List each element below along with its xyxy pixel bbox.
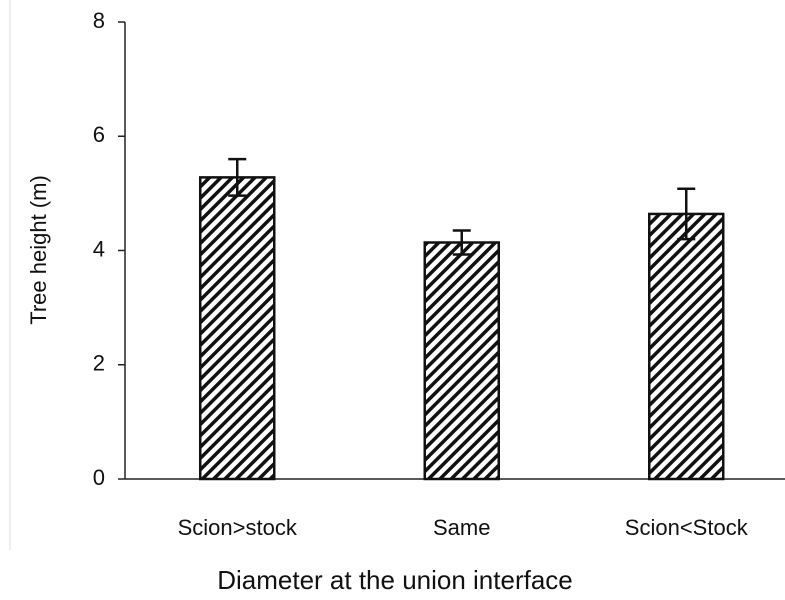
y-tick-label: 6: [93, 122, 105, 147]
y-tick-label: 0: [93, 465, 105, 490]
x-tick-label: Scion<Stock: [625, 515, 749, 540]
y-tick-label: 4: [93, 236, 105, 261]
bar: [648, 212, 725, 481]
bar: [199, 176, 276, 481]
y-tick-label: 8: [93, 8, 105, 33]
y-tick-label: 2: [93, 351, 105, 376]
bar: [423, 241, 500, 481]
x-tick-label: Same: [433, 515, 490, 540]
y-axis-label: Tree height (m): [26, 175, 51, 325]
x-axis-label: Diameter at the union interface: [217, 565, 573, 595]
x-tick-label: Scion>stock: [178, 515, 298, 540]
